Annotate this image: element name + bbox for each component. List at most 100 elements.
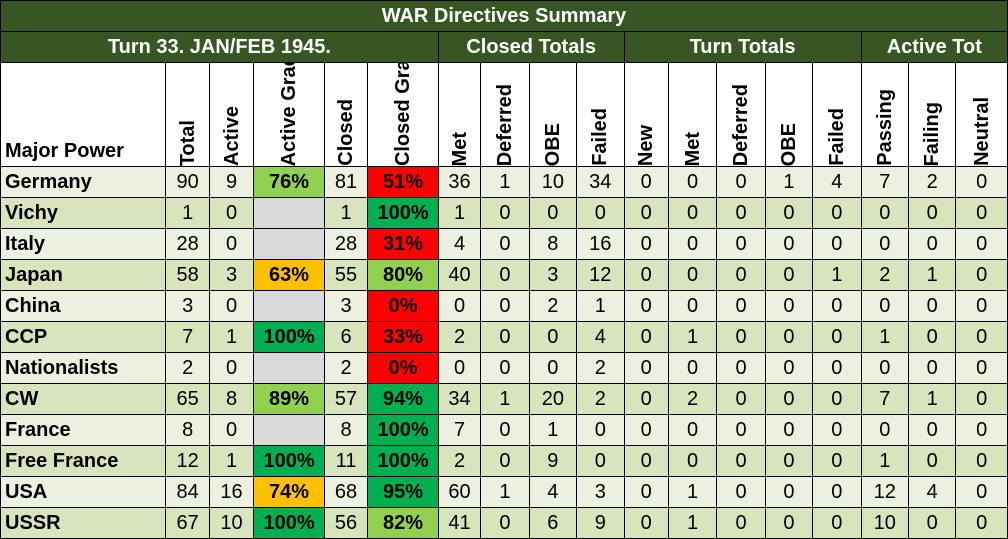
value-cell: 1 xyxy=(576,290,625,322)
table-row: Italy 28 0 28 31% 4 0 8 16 0 0 0 0 0 0 0 0 xyxy=(0,228,1008,260)
value-cell: 0 xyxy=(480,507,530,539)
value-cell: 12 xyxy=(576,259,625,291)
value-cell: 34 xyxy=(437,383,482,415)
value-cell: 1 xyxy=(812,259,862,291)
value-cell: 1 xyxy=(764,166,814,198)
value-cell: 1 xyxy=(667,507,718,539)
value-cell: 0 xyxy=(208,228,255,260)
value-cell: 0 xyxy=(907,197,957,229)
value-cell: 0 xyxy=(907,290,957,322)
group-turn-totals: Turn Totals xyxy=(623,31,862,63)
column-header: Neutral xyxy=(955,62,1008,167)
value-cell: 2 xyxy=(860,259,910,291)
value-cell: 10 xyxy=(528,166,578,198)
closed-grade-cell: 0% xyxy=(367,290,439,322)
column-header-label: Failed xyxy=(589,108,612,166)
value-cell: 84 xyxy=(165,476,210,508)
value-cell: 0 xyxy=(667,414,718,446)
value-cell: 0 xyxy=(907,352,957,384)
value-cell: 0 xyxy=(907,321,957,353)
value-cell: 2 xyxy=(576,383,625,415)
value-cell: 1 xyxy=(208,321,255,353)
value-cell: 4 xyxy=(907,476,957,508)
value-cell: 0 xyxy=(480,228,530,260)
value-cell: 40 xyxy=(437,259,482,291)
table-row: Vichy 1 0 1 100% 1 0 0 0 0 0 0 0 0 0 0 0 xyxy=(0,197,1008,229)
column-header: OBE xyxy=(528,62,578,167)
column-header: Active Grade xyxy=(253,62,325,167)
value-cell: 0 xyxy=(208,197,255,229)
major-power-name: Japan xyxy=(0,259,167,291)
value-cell: 0 xyxy=(623,321,669,353)
major-power-name: CCP xyxy=(0,321,167,353)
value-cell: 0 xyxy=(764,352,814,384)
column-header-label: New xyxy=(635,124,658,166)
value-cell: 0 xyxy=(812,228,862,260)
column-header: Major Power xyxy=(0,62,167,167)
value-cell: 90 xyxy=(165,166,210,198)
value-cell: 1 xyxy=(480,383,530,415)
table-row: CW 65 8 89% 57 94% 34 1 20 2 0 2 0 0 0 7 1 0 xyxy=(0,383,1008,415)
value-cell: 0 xyxy=(528,197,578,229)
value-cell: 1 xyxy=(907,259,957,291)
value-cell: 0 xyxy=(955,414,1008,446)
closed-grade-cell: 80% xyxy=(367,259,439,291)
table-row: France 8 0 8 100% 7 0 1 0 0 0 0 0 0 0 0 0 xyxy=(0,414,1008,446)
value-cell: 0 xyxy=(907,507,957,539)
value-cell: 4 xyxy=(812,166,862,198)
major-power-name: Nationalists xyxy=(0,352,167,384)
value-cell: 4 xyxy=(437,228,482,260)
column-header-label: Neutral xyxy=(970,97,993,166)
value-cell: 0 xyxy=(667,290,718,322)
active-grade-cell: 74% xyxy=(253,476,325,508)
value-cell: 0 xyxy=(955,228,1008,260)
value-cell: 0 xyxy=(480,445,530,477)
value-cell: 36 xyxy=(437,166,482,198)
value-cell: 0 xyxy=(716,476,766,508)
value-cell: 0 xyxy=(860,352,910,384)
value-cell: 12 xyxy=(165,445,210,477)
closed-grade-cell: 100% xyxy=(367,197,439,229)
value-cell: 0 xyxy=(764,290,814,322)
closed-grade-cell: 0% xyxy=(367,352,439,384)
value-cell: 7 xyxy=(860,166,910,198)
table-row: Germany 90 9 76% 81 51% 36 1 10 34 0 0 0 1 4 7 2 0 xyxy=(0,166,1008,198)
value-cell: 0 xyxy=(812,352,862,384)
value-cell: 0 xyxy=(623,228,669,260)
value-cell: 0 xyxy=(623,166,669,198)
value-cell: 2 xyxy=(528,290,578,322)
value-cell: 0 xyxy=(480,290,530,322)
value-cell: 1 xyxy=(480,476,530,508)
value-cell: 28 xyxy=(165,228,210,260)
value-cell: 0 xyxy=(764,321,814,353)
column-header-label: Failing xyxy=(921,101,944,166)
column-header-label: Closed xyxy=(335,99,358,166)
column-header: Deferred xyxy=(716,62,766,167)
column-header-label: Met xyxy=(681,131,704,166)
value-cell: 3 xyxy=(323,290,369,322)
value-cell: 0 xyxy=(528,352,578,384)
value-cell: 0 xyxy=(716,352,766,384)
value-cell: 3 xyxy=(165,290,210,322)
value-cell: 0 xyxy=(812,507,862,539)
value-cell: 0 xyxy=(208,352,255,384)
value-cell: 0 xyxy=(480,259,530,291)
column-header-label: OBE xyxy=(541,122,564,166)
column-header: Closed Grade xyxy=(367,62,439,167)
table-row: Free France 12 1 100% 11 100% 2 0 9 0 0 0 0 0 0 1 0 0 xyxy=(0,445,1008,477)
table-row: CCP 7 1 100% 6 33% 2 0 0 4 0 1 0 0 0 1 0 0 xyxy=(0,321,1008,353)
value-cell: 60 xyxy=(437,476,482,508)
value-cell: 0 xyxy=(812,414,862,446)
major-power-name: CW xyxy=(0,383,167,415)
active-grade-cell: 100% xyxy=(253,507,325,539)
value-cell: 9 xyxy=(576,507,625,539)
table-row: Japan 58 3 63% 55 80% 40 0 3 12 0 0 0 0 1 2 1 0 xyxy=(0,259,1008,291)
value-cell: 0 xyxy=(716,259,766,291)
value-cell: 0 xyxy=(623,259,669,291)
value-cell: 4 xyxy=(576,321,625,353)
table-row: Nationalists 2 0 2 0% 0 0 0 2 0 0 0 0 0 0 0 0 xyxy=(0,352,1008,384)
value-cell: 0 xyxy=(623,414,669,446)
value-cell: 0 xyxy=(576,445,625,477)
value-cell: 0 xyxy=(955,507,1008,539)
major-power-name: Free France xyxy=(0,445,167,477)
